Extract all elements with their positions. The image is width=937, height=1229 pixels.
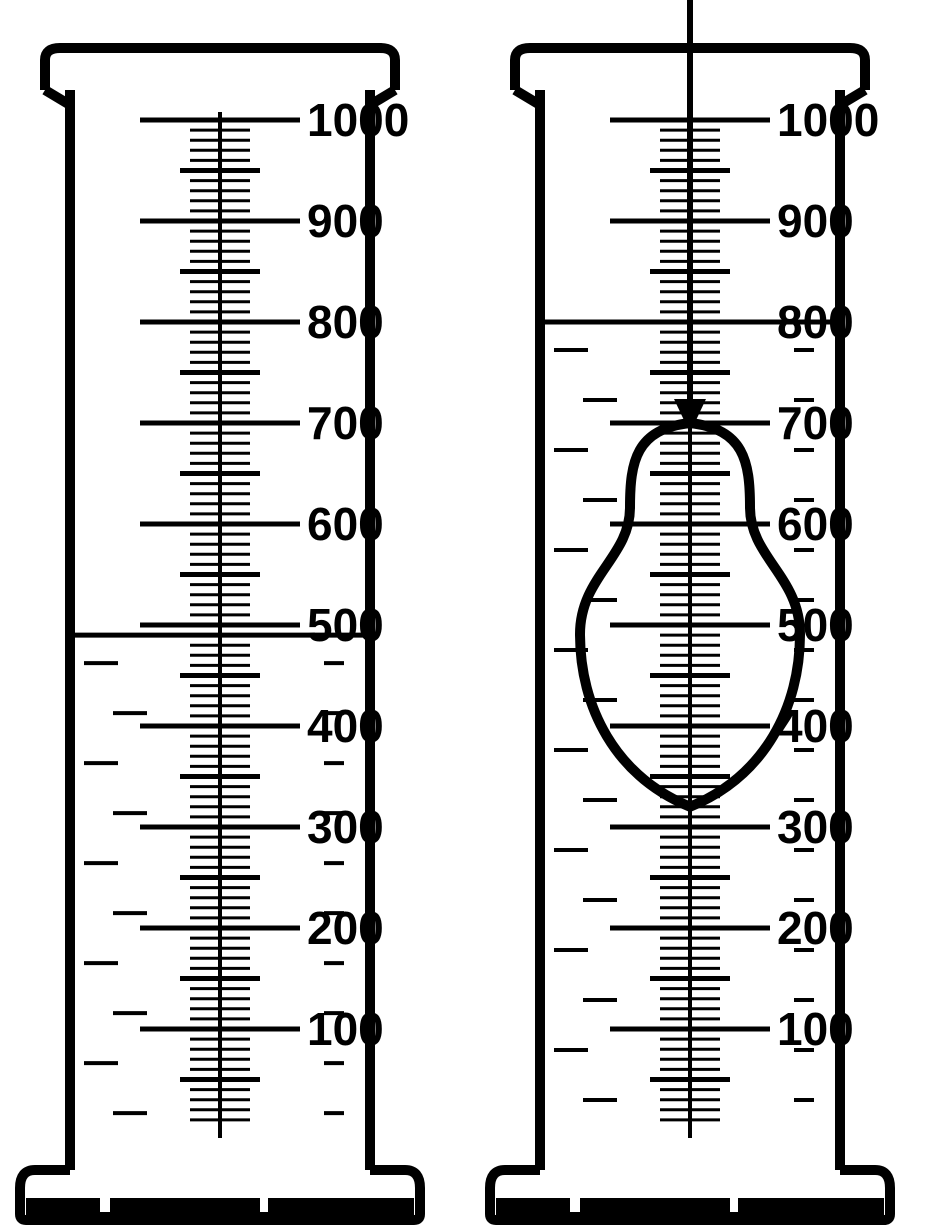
scale-label: 800 — [307, 296, 384, 348]
scale-label: 1000 — [777, 94, 879, 146]
scale-label: 300 — [307, 801, 384, 853]
scale-label: 700 — [307, 397, 384, 449]
scale-label: 100 — [307, 1003, 384, 1055]
cylinder-lip — [45, 48, 395, 90]
cylinder-base-fill — [26, 1198, 414, 1220]
diagram-svg: 1000900800700600500400300200100100090080… — [0, 0, 937, 1229]
scale-label: 300 — [777, 801, 854, 853]
scale-label: 900 — [777, 195, 854, 247]
scale-label: 900 — [307, 195, 384, 247]
scale-label: 200 — [777, 902, 854, 954]
scale-label: 1000 — [307, 94, 409, 146]
scale-label: 700 — [777, 397, 854, 449]
scale-label: 200 — [307, 902, 384, 954]
scale-label: 400 — [307, 700, 384, 752]
scale-label: 500 — [307, 599, 384, 651]
scale-label: 600 — [307, 498, 384, 550]
scale-label: 100 — [777, 1003, 854, 1055]
scale-label: 600 — [777, 498, 854, 550]
scale-label: 500 — [777, 599, 854, 651]
cylinder-base-fill — [496, 1198, 884, 1220]
cylinder-left: 1000 900 800 700 600 500 400 300 200 100 — [20, 48, 420, 1220]
cylinder-right: 1000900800700600500400300200100 — [490, 0, 890, 1220]
